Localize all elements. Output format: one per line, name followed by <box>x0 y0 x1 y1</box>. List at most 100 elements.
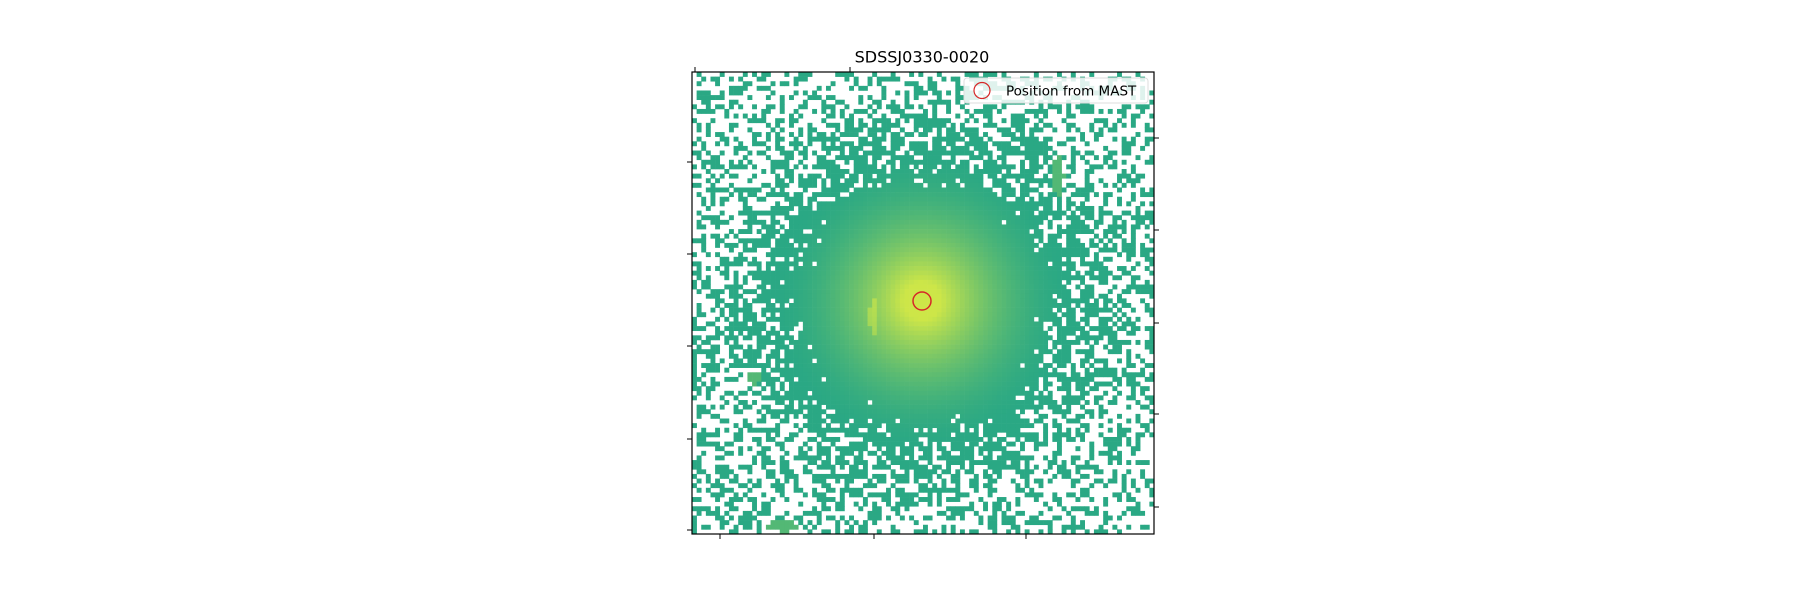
pixel <box>844 141 850 147</box>
pixel <box>849 284 854 290</box>
pixel <box>747 376 753 382</box>
pixel <box>853 339 859 345</box>
pixel <box>1107 298 1113 304</box>
pixel <box>1020 242 1025 248</box>
pixel <box>1029 164 1035 170</box>
pixel <box>719 261 725 267</box>
pixel <box>1043 284 1049 290</box>
pixel <box>1015 201 1021 207</box>
pixel <box>798 76 804 82</box>
pixel <box>816 330 822 336</box>
pixel <box>904 372 910 378</box>
pixel <box>1001 150 1007 156</box>
pixel <box>890 141 896 147</box>
pixel <box>724 141 730 147</box>
pixel <box>899 284 905 290</box>
pixel <box>1084 178 1090 184</box>
pixel <box>890 409 896 415</box>
pixel <box>862 335 868 341</box>
pixel <box>862 372 868 378</box>
pixel <box>909 242 915 248</box>
pixel <box>1144 224 1150 230</box>
pixel <box>835 335 841 341</box>
pixel <box>849 256 854 262</box>
pixel <box>719 219 725 225</box>
pixel <box>1121 298 1127 304</box>
pixel <box>1130 224 1136 230</box>
pixel <box>955 270 961 276</box>
pixel <box>927 298 933 304</box>
pixel <box>1075 219 1081 225</box>
pixel <box>812 182 818 188</box>
pixel <box>821 363 827 368</box>
pixel <box>1006 238 1012 244</box>
pixel <box>1047 210 1053 216</box>
pixel <box>987 266 993 271</box>
pixel <box>821 298 827 304</box>
pixel <box>899 330 905 336</box>
pixel <box>936 307 942 313</box>
pixel <box>1093 298 1099 304</box>
pixel <box>1033 242 1039 248</box>
pixel <box>821 192 827 198</box>
pixel <box>821 409 827 415</box>
pixel <box>913 150 919 156</box>
pixel <box>756 390 762 396</box>
pixel <box>701 159 707 165</box>
pixel <box>1043 275 1049 281</box>
pixel <box>807 72 813 77</box>
pixel <box>756 85 762 91</box>
pixel <box>715 349 721 355</box>
pixel <box>761 386 767 392</box>
pixel <box>1089 205 1095 211</box>
pixel <box>793 266 799 271</box>
pixel <box>1010 118 1016 124</box>
pixel <box>996 312 1002 318</box>
pixel <box>1024 293 1030 299</box>
pixel <box>1015 173 1021 179</box>
pixel <box>946 326 952 332</box>
pixel <box>1135 205 1141 211</box>
pixel <box>955 335 961 341</box>
pixel <box>738 326 744 332</box>
pixel <box>742 289 748 295</box>
pixel <box>996 210 1002 216</box>
pixel <box>1070 316 1076 322</box>
pixel <box>853 210 859 216</box>
pixel <box>1033 303 1039 308</box>
pixel <box>955 238 961 244</box>
pixel <box>733 303 739 308</box>
pixel <box>886 261 891 267</box>
pixel <box>844 229 850 234</box>
pixel <box>793 229 799 234</box>
pixel <box>1084 270 1090 276</box>
pixel <box>775 339 781 345</box>
pixel <box>890 363 896 368</box>
pixel <box>950 159 956 165</box>
pixel <box>1140 145 1146 151</box>
pixel <box>1103 159 1109 165</box>
pixel <box>1038 164 1044 170</box>
pixel <box>844 335 850 341</box>
pixel <box>1038 316 1044 322</box>
pixel <box>862 344 868 350</box>
pixel <box>876 321 882 327</box>
pixel <box>946 205 952 211</box>
pixel <box>807 266 813 271</box>
pixel <box>992 247 998 253</box>
pixel <box>927 118 933 124</box>
pixel <box>835 233 841 239</box>
pixel <box>775 349 781 355</box>
pixel <box>881 95 887 101</box>
pixel <box>825 159 831 165</box>
pixel <box>844 205 850 211</box>
pixel <box>881 224 887 230</box>
pixel <box>1093 367 1099 373</box>
pixel <box>904 312 910 318</box>
pixel <box>936 386 942 392</box>
pixel <box>830 122 836 128</box>
pixel <box>830 201 836 207</box>
pixel <box>1029 169 1035 174</box>
pixel <box>1061 210 1067 216</box>
pixel <box>1033 233 1039 239</box>
